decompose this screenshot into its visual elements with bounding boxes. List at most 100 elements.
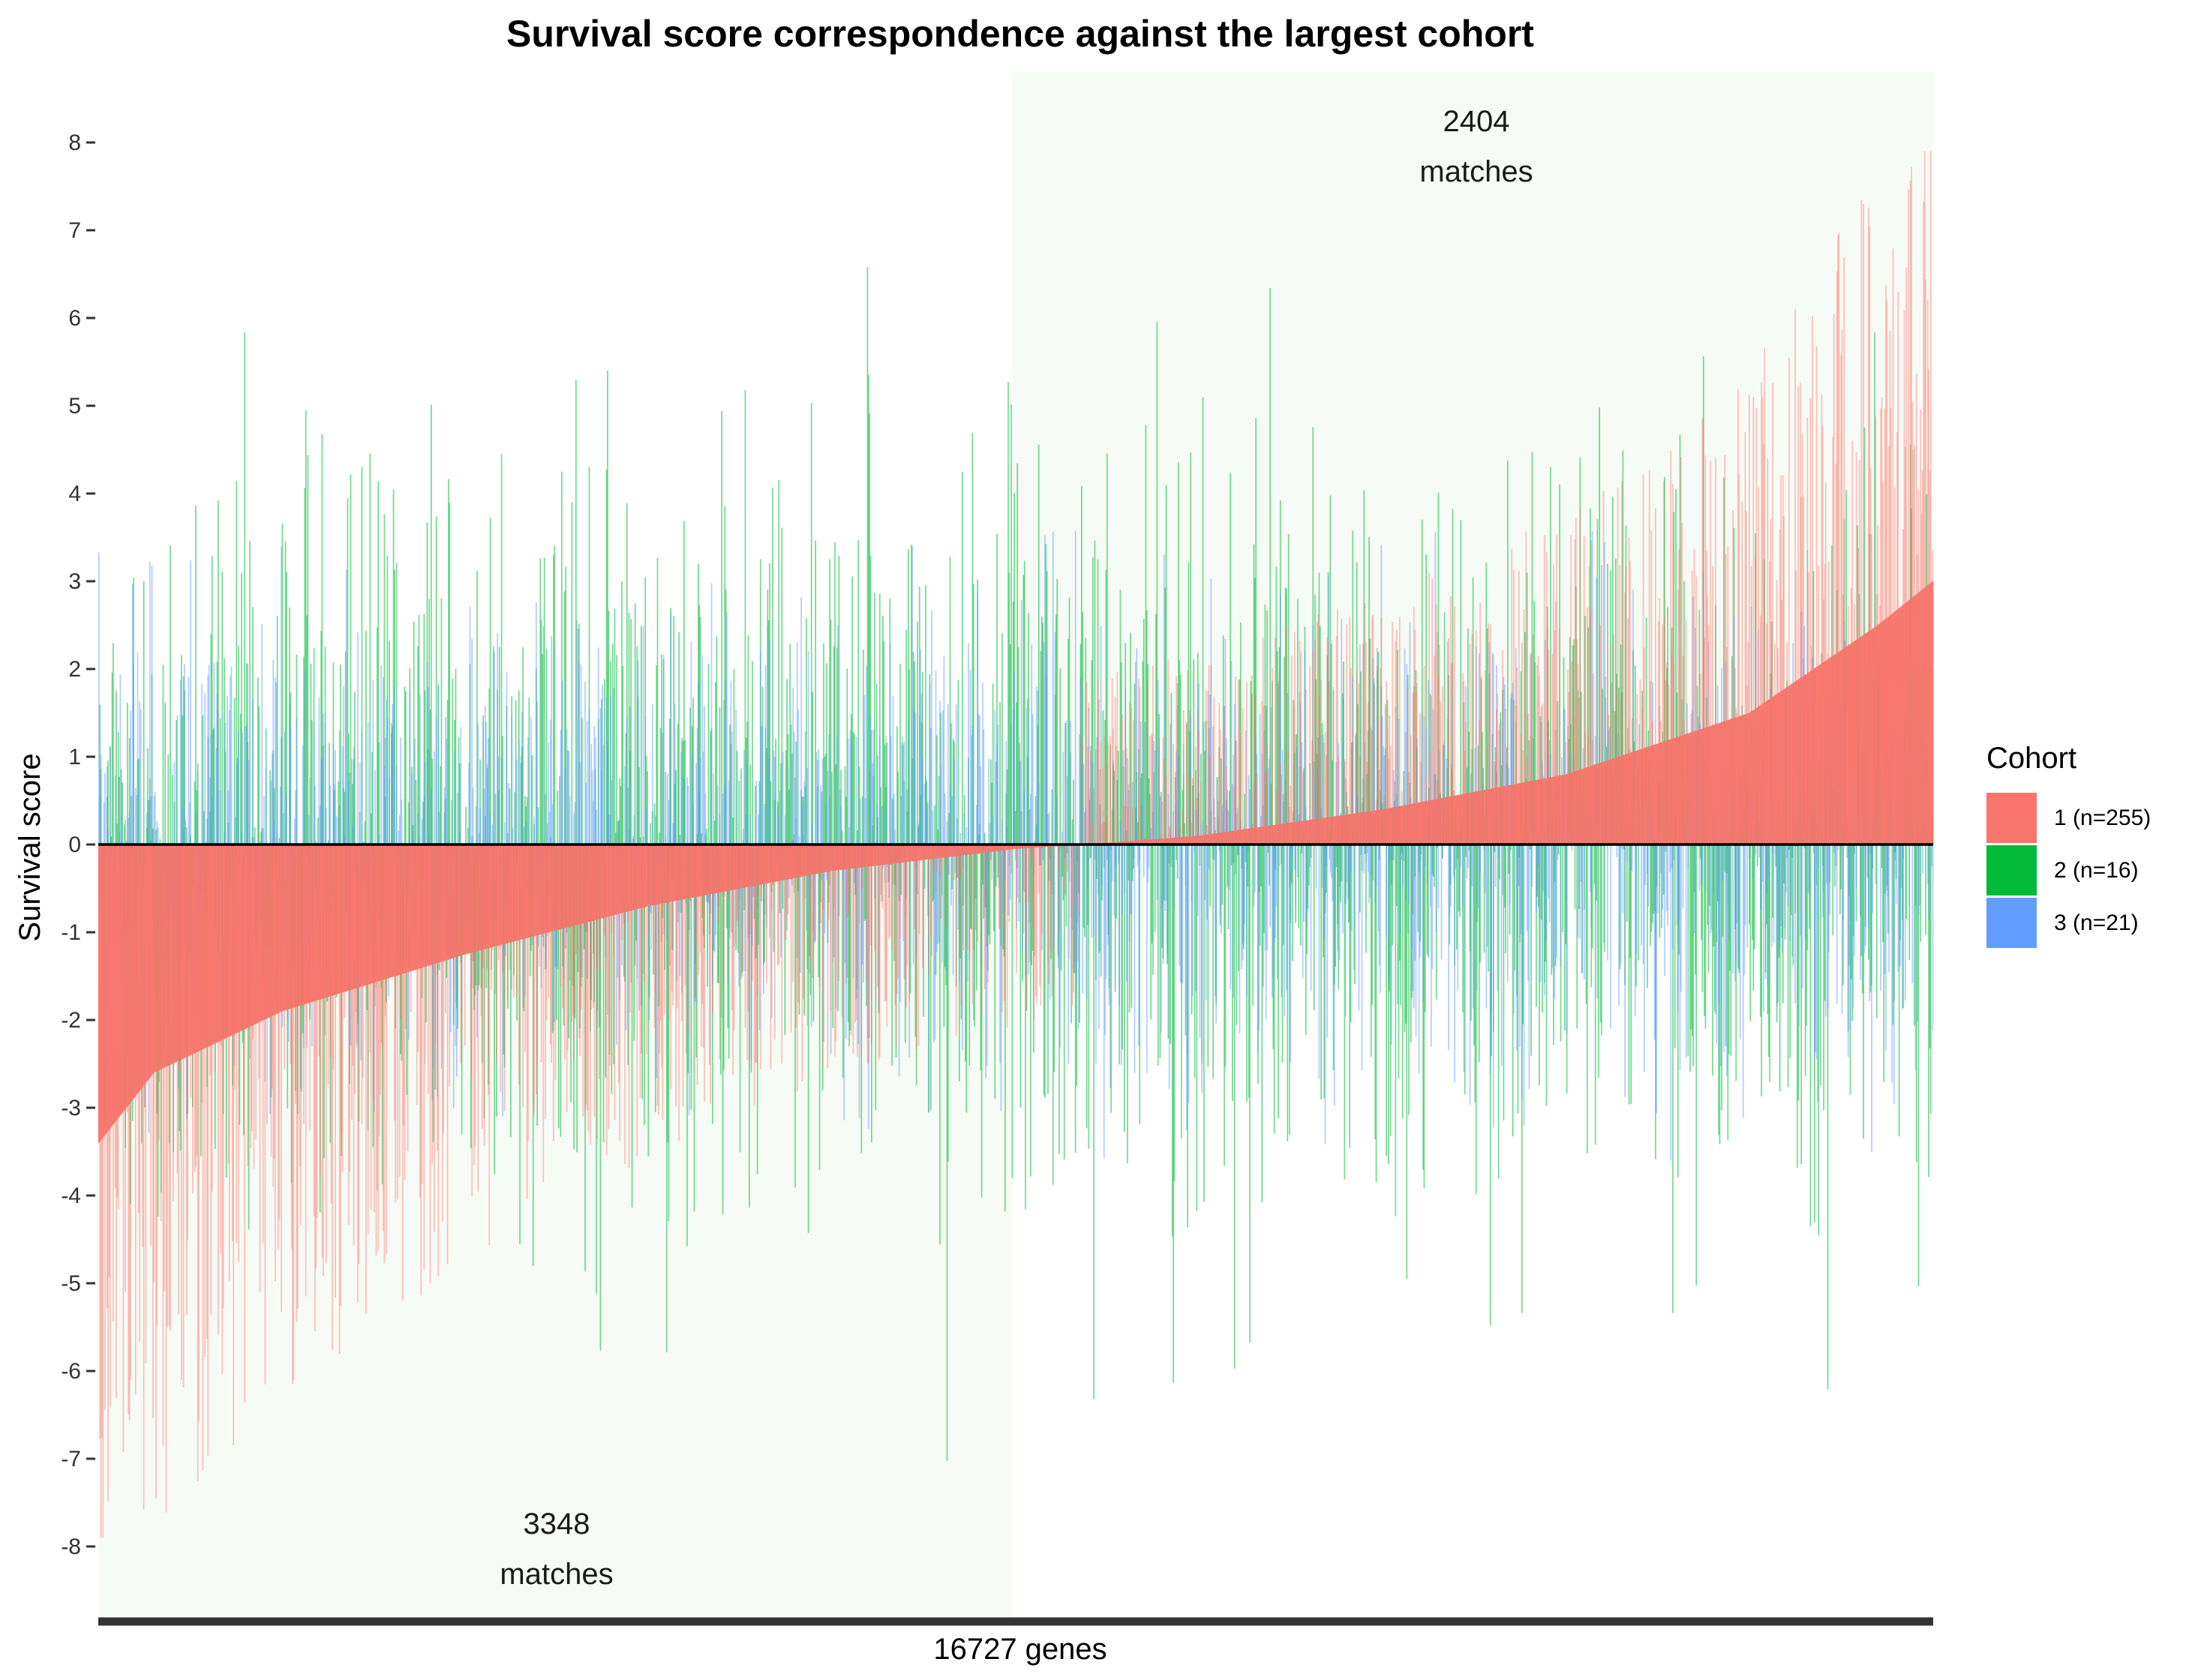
bar-cohort-2 — [99, 704, 101, 844]
bar-cohort-3 — [1170, 723, 1171, 844]
bar-cohort-1 — [593, 844, 594, 921]
bar-cohort-1 — [216, 844, 218, 1042]
bar-cohort-1 — [925, 844, 926, 860]
bar-cohort-1 — [624, 844, 626, 1165]
bar-cohort-3 — [1017, 844, 1019, 922]
bar-cohort-2 — [772, 488, 773, 844]
bar-cohort-3 — [1071, 844, 1073, 930]
bar-cohort-2 — [1055, 614, 1057, 844]
bar-cohort-2 — [503, 844, 506, 1068]
bar-cohort-1 — [747, 844, 749, 1012]
bar-cohort-1 — [421, 844, 423, 1184]
bar-cohort-1 — [1224, 832, 1225, 844]
bar-cohort-3 — [797, 710, 799, 844]
bar-cohort-1 — [769, 844, 770, 938]
bar-cohort-2 — [658, 844, 659, 1006]
bar-cohort-2 — [1227, 844, 1228, 887]
bar-cohort-1 — [1197, 708, 1199, 844]
bar-cohort-1 — [1191, 836, 1193, 844]
bar-cohort-1 — [869, 844, 872, 945]
bar-cohort-3 — [454, 751, 455, 844]
bar-cohort-2 — [1208, 728, 1210, 844]
bar-cohort-1 — [640, 844, 642, 908]
bar-cohort-1 — [502, 844, 503, 945]
bar-cohort-1 — [296, 844, 299, 1310]
bar-cohort-1 — [431, 844, 432, 965]
bar-cohort-1 — [375, 844, 377, 1256]
bar-cohort-3 — [971, 735, 972, 844]
bar-cohort-3 — [281, 546, 282, 844]
bar-cohort-1 — [448, 844, 449, 960]
bar-cohort-1 — [455, 844, 457, 958]
bar-cohort-3 — [1207, 691, 1209, 844]
bar-cohort-1 — [284, 844, 287, 1010]
bar-cohort-2 — [1058, 844, 1060, 1154]
bar-cohort-2 — [148, 800, 150, 844]
bar-cohort-3 — [982, 682, 983, 844]
bar-cohort-2 — [866, 844, 867, 1006]
bar-cohort-3 — [752, 844, 753, 946]
bar-cohort-3 — [207, 675, 209, 844]
bar-cohort-2 — [431, 758, 434, 844]
bar-cohort-1 — [966, 844, 968, 855]
bar-cohort-1 — [275, 844, 276, 1282]
bar-cohort-2 — [1229, 790, 1230, 844]
bar-cohort-1 — [1263, 706, 1265, 844]
bar-cohort-3 — [1255, 735, 1257, 844]
bar-cohort-1 — [1047, 844, 1049, 962]
bar-cohort-3 — [1034, 828, 1037, 844]
bar-cohort-3 — [908, 844, 911, 1058]
bar-cohort-1 — [991, 844, 993, 852]
bar-cohort-1 — [1182, 710, 1185, 844]
bar-cohort-2 — [1004, 844, 1006, 1212]
bar-cohort-3 — [917, 844, 918, 895]
bar-cohort-2 — [502, 736, 503, 844]
bar-cohort-2 — [392, 489, 395, 844]
bar-cohort-1 — [1176, 705, 1179, 844]
bar-cohort-1 — [969, 844, 971, 855]
bar-cohort-1 — [802, 844, 804, 877]
bar-cohort-3 — [1251, 793, 1253, 844]
bar-cohort-3 — [761, 726, 762, 844]
bar-cohort-2 — [1155, 614, 1157, 844]
bar-cohort-1 — [790, 844, 792, 879]
bar-cohort-1 — [1350, 814, 1352, 844]
bar-cohort-3 — [974, 844, 977, 930]
bar-cohort-1 — [1230, 831, 1232, 844]
bar-cohort-1 — [100, 844, 102, 1538]
bar-cohort-3 — [698, 791, 701, 844]
bar-cohort-1 — [934, 844, 935, 859]
bar-cohort-1 — [423, 844, 425, 968]
bar-cohort-3 — [471, 639, 473, 844]
bar-cohort-1 — [1224, 705, 1225, 844]
bar-cohort-2 — [1335, 844, 1338, 867]
bar-cohort-2 — [111, 672, 113, 844]
bar-cohort-3 — [929, 684, 931, 844]
bar-cohort-3 — [1248, 776, 1250, 844]
bar-cohort-3 — [1195, 844, 1197, 992]
bar-cohort-3 — [224, 722, 227, 844]
bar-cohort-1 — [464, 844, 466, 955]
bar-cohort-2 — [857, 540, 860, 844]
bar-cohort-1 — [1012, 844, 1014, 850]
bar-cohort-3 — [627, 788, 629, 844]
bar-cohort-1 — [948, 844, 950, 857]
bar-cohort-1 — [585, 844, 587, 1104]
bar-cohort-2 — [185, 827, 188, 844]
bar-cohort-2 — [217, 500, 219, 844]
bar-cohort-2 — [514, 792, 516, 844]
bar-cohort-3 — [497, 756, 500, 844]
bar-cohort-1 — [1278, 680, 1279, 844]
bar-cohort-2 — [747, 635, 749, 844]
bar-cohort-1 — [398, 844, 401, 975]
bar-cohort-3 — [154, 791, 156, 844]
bar-cohort-2 — [929, 844, 932, 1111]
bar-cohort-1 — [1131, 807, 1134, 844]
bar-cohort-2 — [832, 844, 834, 1028]
bar-cohort-1 — [1315, 818, 1317, 844]
bar-cohort-1 — [371, 844, 373, 984]
bar-cohort-1 — [905, 844, 907, 1008]
bar-cohort-1 — [312, 844, 314, 1002]
bar-cohort-1 — [145, 844, 147, 1084]
bar-cohort-1 — [1275, 638, 1276, 844]
